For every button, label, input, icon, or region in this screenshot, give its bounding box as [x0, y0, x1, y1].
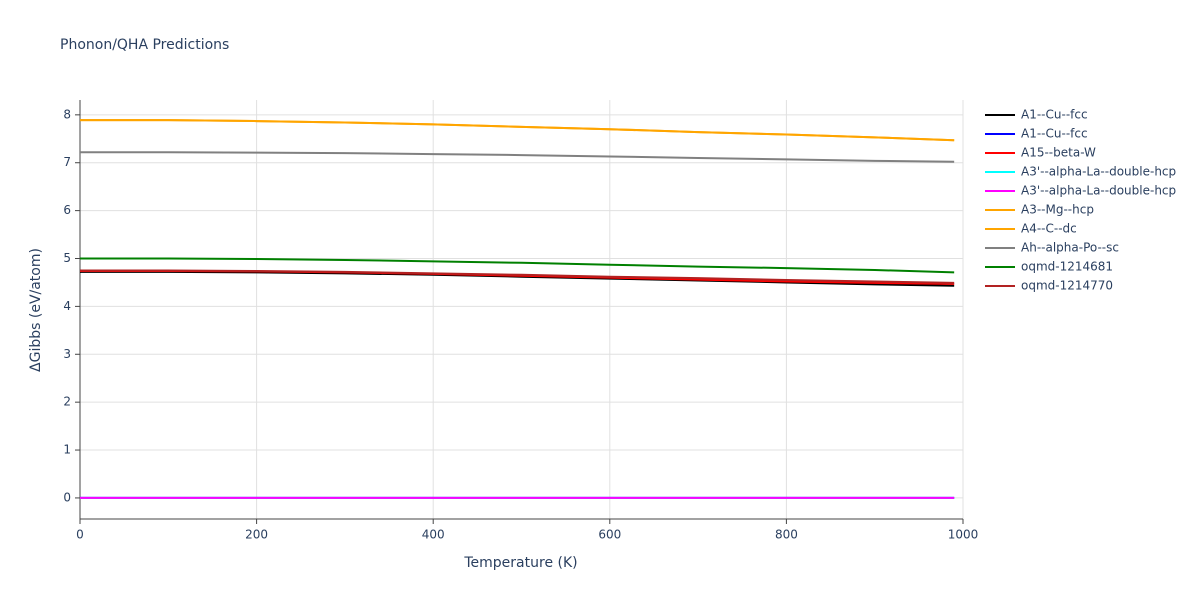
legend-label: A3'--alpha-La--double-hcp — [1021, 165, 1176, 179]
x-axis-title: Temperature (K) — [463, 555, 577, 571]
legend-label: oqmd-1214681 — [1021, 260, 1113, 274]
legend-label: A4--C--dc — [1021, 222, 1077, 236]
legend-label: A3--Mg--hcp — [1021, 203, 1094, 217]
y-axis-title: ΔGibbs (eV/atom) — [28, 248, 44, 372]
legend-label: A3'--alpha-La--double-hcp — [1021, 184, 1176, 198]
legend-label: A15--beta-W — [1021, 146, 1096, 160]
y-tick-label: 4 — [63, 299, 71, 313]
legend-label: Ah--alpha-Po--sc — [1021, 241, 1119, 255]
legend-label: A1--Cu--fcc — [1021, 108, 1088, 122]
x-tick-label: 0 — [76, 528, 84, 542]
y-tick-label: 6 — [63, 203, 71, 217]
series-line — [80, 119, 955, 142]
y-tick-label: 0 — [63, 490, 71, 504]
series-line — [80, 119, 955, 142]
legend-label: A1--Cu--fcc — [1021, 127, 1088, 141]
series-line — [80, 151, 955, 163]
legend-label: oqmd-1214770 — [1021, 279, 1113, 293]
x-tick-label: 1000 — [948, 528, 979, 542]
y-tick-label: 7 — [63, 155, 71, 169]
x-tick-label: 400 — [422, 528, 445, 542]
y-tick-label: 2 — [63, 395, 71, 409]
y-tick-label: 1 — [63, 443, 71, 457]
series-line — [80, 269, 955, 284]
x-tick-label: 200 — [245, 528, 268, 542]
x-tick-label: 800 — [775, 528, 798, 542]
series-line — [80, 257, 955, 274]
y-tick-label: 5 — [63, 251, 71, 265]
y-tick-label: 3 — [63, 347, 71, 361]
x-tick-label: 600 — [598, 528, 621, 542]
chart-title: Phonon/QHA Predictions — [60, 37, 229, 53]
y-tick-label: 8 — [63, 107, 71, 121]
